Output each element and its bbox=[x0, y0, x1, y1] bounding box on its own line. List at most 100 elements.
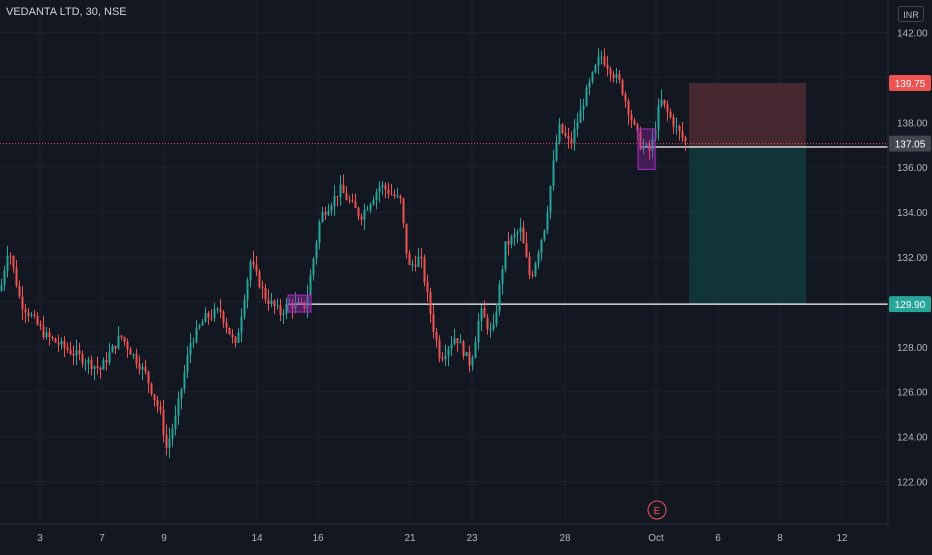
candle-body bbox=[360, 216, 363, 220]
time-tick-label: 16 bbox=[312, 533, 324, 544]
candle-body bbox=[633, 120, 636, 125]
candle-body bbox=[681, 130, 684, 138]
candle-body bbox=[492, 323, 495, 329]
candle-body bbox=[150, 383, 153, 395]
candle-body bbox=[576, 122, 579, 130]
candle-body bbox=[123, 337, 126, 342]
candle-body bbox=[111, 345, 114, 353]
candle-body bbox=[411, 264, 414, 266]
price-label-text: 129.90 bbox=[895, 300, 926, 311]
candle-body bbox=[18, 285, 21, 297]
candle-body bbox=[75, 350, 78, 356]
candle-body bbox=[417, 256, 420, 267]
candle-body bbox=[195, 327, 198, 342]
candle-body bbox=[642, 145, 645, 150]
candle-body bbox=[645, 144, 648, 146]
candle-body bbox=[276, 305, 279, 307]
candle-body bbox=[66, 347, 69, 350]
candle-body bbox=[381, 184, 384, 188]
candle-body bbox=[54, 338, 57, 343]
candle-body bbox=[546, 212, 549, 231]
candle-body bbox=[264, 287, 267, 300]
candle-body bbox=[255, 264, 258, 272]
candle-body bbox=[444, 355, 447, 360]
candle-body bbox=[537, 252, 540, 264]
take-profit-zone bbox=[689, 146, 806, 305]
candle-body bbox=[51, 337, 54, 339]
time-tick-label: 28 bbox=[559, 533, 571, 544]
candle-body bbox=[78, 350, 81, 355]
candle-body bbox=[573, 129, 576, 143]
candle-body bbox=[651, 138, 654, 151]
candle-body bbox=[36, 315, 39, 325]
price-tick-label: 134.00 bbox=[897, 208, 928, 219]
candle-body bbox=[129, 349, 132, 355]
candle-body bbox=[3, 270, 6, 286]
candle-body bbox=[465, 351, 468, 357]
candle-body bbox=[225, 322, 228, 328]
candle-body bbox=[39, 324, 42, 327]
candle-body bbox=[357, 208, 360, 217]
currency-button[interactable]: INR bbox=[898, 6, 924, 22]
candle-body bbox=[405, 223, 408, 254]
candle-body bbox=[657, 105, 660, 130]
price-tick-label: 138.00 bbox=[897, 118, 928, 129]
candle-body bbox=[663, 99, 666, 105]
candle-body bbox=[507, 241, 510, 245]
candle-body bbox=[648, 144, 651, 151]
time-tick-label: 6 bbox=[715, 533, 721, 544]
price-axis: 122.00124.00126.00128.00130.00132.00134.… bbox=[887, 0, 932, 550]
candle-body bbox=[207, 312, 210, 318]
candle-body bbox=[288, 303, 291, 305]
candle-body bbox=[561, 124, 564, 133]
candle-body bbox=[402, 198, 405, 224]
candle-body bbox=[426, 282, 429, 293]
candle-body bbox=[12, 256, 15, 268]
candle-body bbox=[321, 212, 324, 222]
candle-body bbox=[600, 56, 603, 58]
candle-body bbox=[435, 331, 438, 341]
candle-body bbox=[291, 303, 294, 309]
candle-body bbox=[597, 56, 600, 66]
candle-body bbox=[267, 299, 270, 305]
candle-body bbox=[120, 335, 123, 338]
symbol-title: VEDANTA LTD, 30, NSE bbox=[6, 6, 127, 18]
candle-body bbox=[306, 295, 309, 309]
candle-body bbox=[114, 345, 117, 349]
candle-body bbox=[105, 360, 108, 363]
candle-body bbox=[393, 194, 396, 197]
candle-body bbox=[21, 296, 24, 310]
candle-body bbox=[144, 366, 147, 372]
candle-body bbox=[210, 317, 213, 319]
candle-body bbox=[213, 309, 216, 318]
candle-body bbox=[366, 209, 369, 211]
candle-body bbox=[273, 300, 276, 306]
candle-body bbox=[87, 359, 90, 364]
candle-body bbox=[27, 312, 30, 316]
candle-body bbox=[30, 314, 33, 316]
horizontal-lines bbox=[0, 143, 888, 305]
candle-body bbox=[384, 184, 387, 190]
candle-body bbox=[339, 184, 342, 198]
candle-body bbox=[462, 341, 465, 357]
candle-body bbox=[252, 261, 255, 265]
candle-body bbox=[177, 398, 180, 416]
candle-body bbox=[126, 341, 129, 350]
candle-body bbox=[534, 263, 537, 276]
candle-body bbox=[675, 126, 678, 128]
candle-body bbox=[216, 308, 219, 310]
candle-body bbox=[222, 311, 225, 323]
price-label-bg bbox=[889, 74, 931, 91]
candle-body bbox=[6, 255, 9, 271]
price-labels: 139.75 137.05 129.90 bbox=[889, 74, 931, 313]
candle-body bbox=[165, 434, 168, 448]
candle-body bbox=[60, 341, 63, 345]
candle-body bbox=[450, 344, 453, 349]
candle-body bbox=[201, 322, 204, 326]
candle-body bbox=[639, 131, 642, 150]
candle-body bbox=[540, 239, 543, 253]
candle-body bbox=[249, 261, 252, 281]
candle-body bbox=[672, 117, 675, 127]
